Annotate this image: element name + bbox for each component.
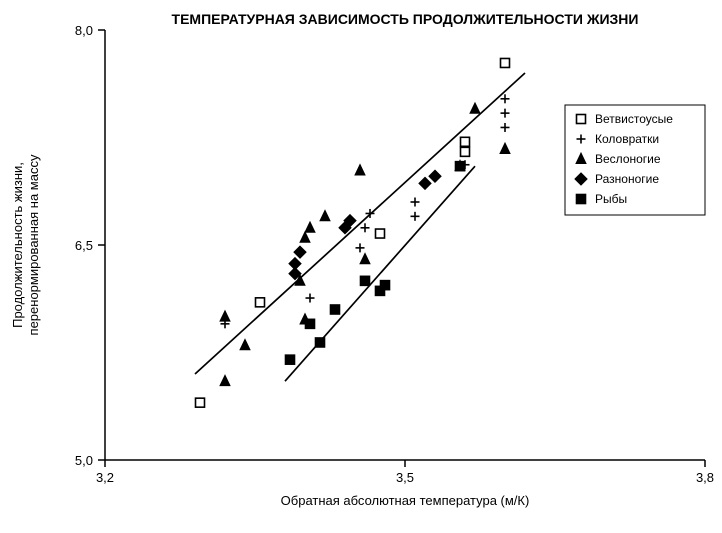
chart-title: ТЕМПЕРАТУРНАЯ ЗАВИСИМОСТЬ ПРОДОЛЖИТЕЛЬНО… bbox=[172, 11, 639, 27]
y-axis-label: Продолжительность жизни, bbox=[10, 162, 25, 328]
y-tick-label: 8,0 bbox=[75, 23, 93, 38]
x-tick-label: 3,2 bbox=[96, 470, 114, 485]
legend-label: Ветвистоусые bbox=[595, 112, 673, 126]
scatter-chart: 3,2 3,5 3,8 5,0 6,5 8,0 ТЕМПЕРАТУРНАЯ ЗАВИСИМО… bbox=[0, 0, 722, 533]
legend-label: Разноногие bbox=[595, 172, 659, 186]
y-tick-label: 6,5 bbox=[75, 238, 93, 253]
legend-label: Коловратки bbox=[595, 132, 659, 146]
y-axis-label: перенормированная на массу bbox=[26, 154, 41, 335]
x-axis-label: Обратная абсолютная температура (м/К) bbox=[281, 493, 530, 508]
x-tick-label: 3,8 bbox=[696, 470, 714, 485]
x-tick-label: 3,5 bbox=[396, 470, 414, 485]
legend-label: Веслоногие bbox=[595, 152, 661, 166]
y-tick-label: 5,0 bbox=[75, 453, 93, 468]
legend-label: Рыбы bbox=[595, 192, 627, 206]
